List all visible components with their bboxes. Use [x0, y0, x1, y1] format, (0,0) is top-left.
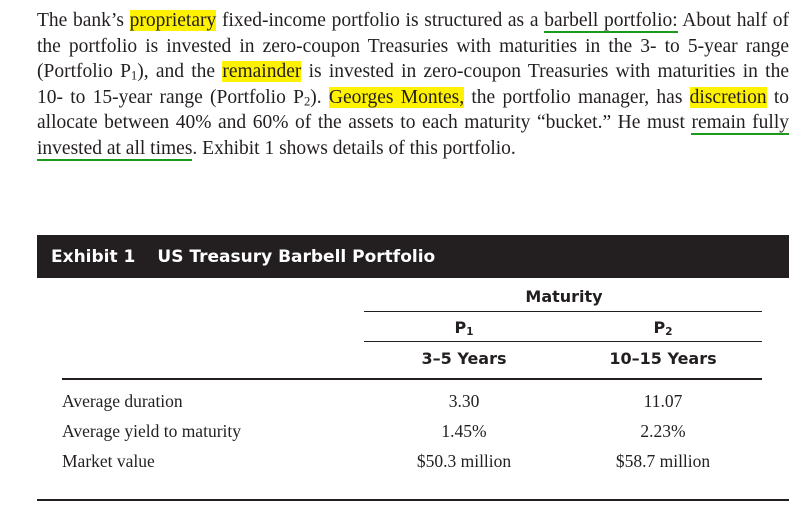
col2-range: 10–15 Years: [609, 349, 717, 368]
col2-name: P2: [653, 318, 673, 339]
maturity-header: Maturity: [525, 287, 603, 306]
maturity-rule: [364, 311, 762, 312]
underline-fully-invested: remain fully invested at all times: [37, 112, 790, 161]
para-text: fixed-income portfolio is structured as …: [216, 10, 545, 31]
highlight-georges-montes: Georges Montes,: [328, 86, 465, 108]
para-text: . Exhibit 1 shows details of this portfo…: [192, 137, 516, 159]
subscript-2: 2: [303, 94, 311, 109]
row-label-duration: Average duration: [62, 391, 183, 411]
para-text: About half of the portfolio is invested …: [37, 10, 789, 83]
row-label-yield: Average yield to maturity: [62, 421, 241, 441]
underline-barbell-portfolio: barbell portfolio:: [544, 10, 678, 33]
highlight-discretion: discretion: [689, 86, 767, 108]
para-text: the portfolio manager, has: [464, 86, 690, 108]
para-text: The bank’s: [37, 10, 130, 31]
exhibit-number: Exhibit 1: [51, 246, 136, 267]
para-text: is invested in zero-coupon Treasuries wi…: [37, 61, 789, 108]
cell-p1-market-value: $50.3 million: [416, 451, 512, 471]
cell-p1-duration: 3.30: [448, 391, 480, 411]
para-text: ).: [310, 86, 329, 108]
cell-p2-market-value: $58.7 million: [615, 451, 711, 471]
table-bottom-rule: [37, 499, 789, 501]
row-label-market-value: Market value: [62, 451, 155, 471]
cell-p2-yield: 2.23%: [640, 421, 686, 441]
col1-name: P1: [454, 318, 474, 339]
header-bottom-rule: [62, 378, 762, 380]
cell-p1-yield: 1.45%: [441, 421, 487, 441]
col1-range: 3–5 Years: [421, 349, 507, 368]
highlight-proprietary: proprietary: [129, 10, 217, 31]
exhibit-header-bar: Exhibit 1 US Treasury Barbell Portfolio: [37, 235, 789, 278]
para-text: ), and the: [137, 61, 223, 83]
intro-paragraph: The bank’s proprietary fixed-income port…: [37, 8, 790, 162]
highlight-remainder: remainder: [222, 61, 302, 83]
subscript-1: 1: [130, 68, 138, 83]
exhibit-title: US Treasury Barbell Portfolio: [157, 246, 436, 267]
cell-p2-duration: 11.07: [643, 391, 683, 411]
para-text: to allocate between 40% and 60% of the a…: [37, 86, 789, 134]
column-name-rule: [364, 341, 762, 342]
